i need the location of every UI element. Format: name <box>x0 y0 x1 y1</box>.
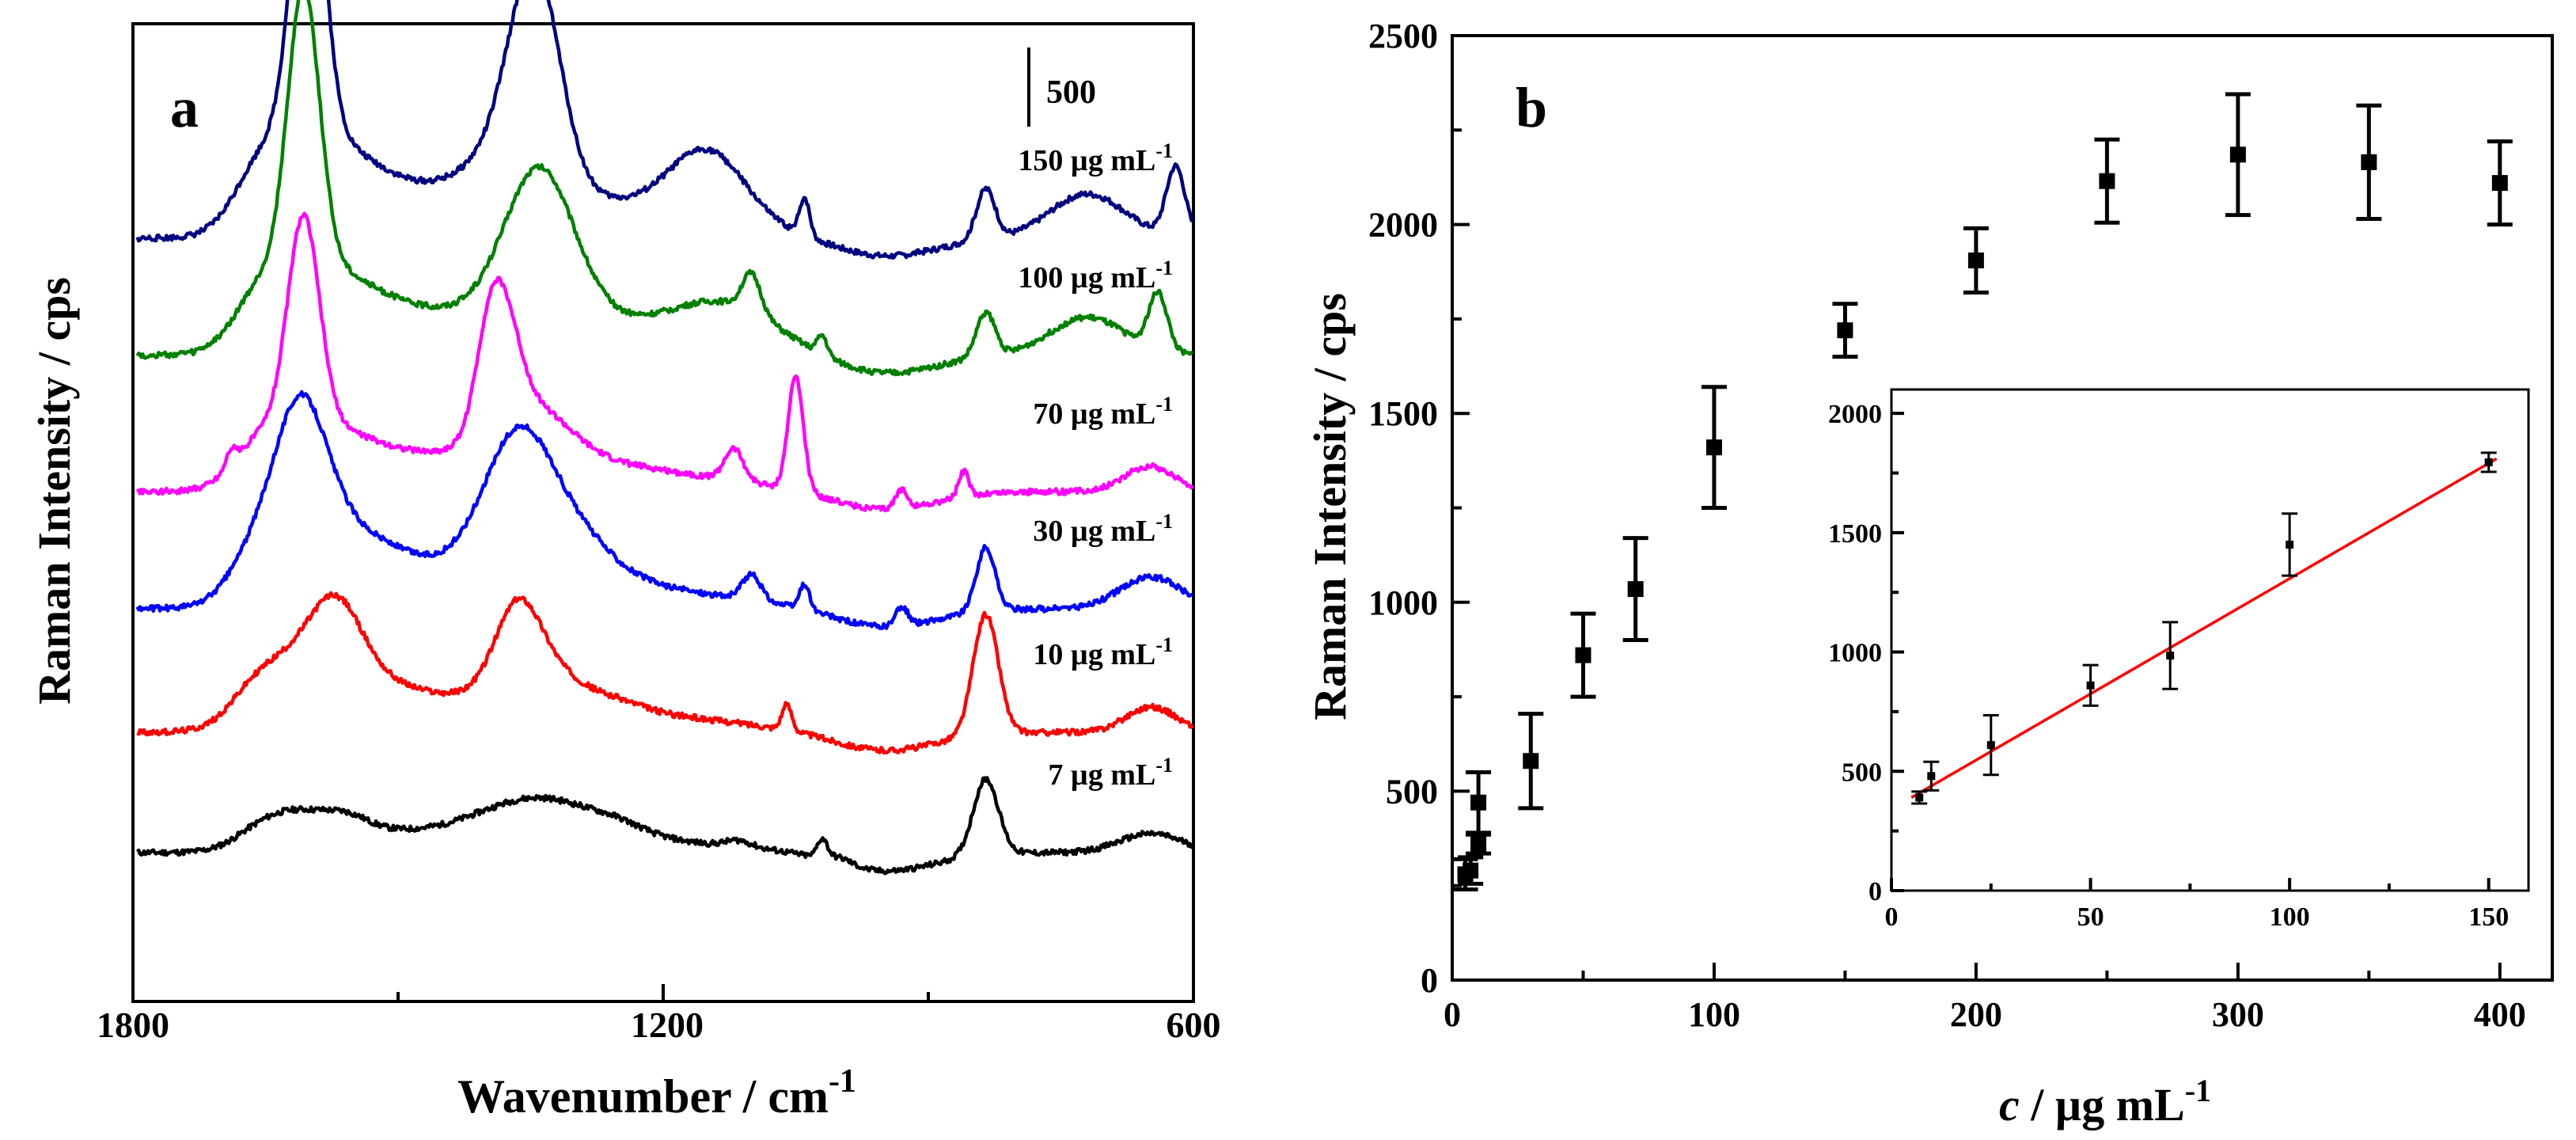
panel-a-y-axis-title: Raman Intensity / cps <box>28 277 80 705</box>
panel-b-y-tick-label: 2500 <box>1368 17 1438 55</box>
trace-label: 150 µg mL-1 <box>1018 139 1173 177</box>
panel-b-frame <box>1451 34 2554 982</box>
data-point <box>2487 139 2513 227</box>
panel-a-x-tick-label-600: 600 <box>1167 1005 1221 1045</box>
panel-a-x-axis-title-sup: -1 <box>829 1063 856 1100</box>
inset-y-tick-label: 0 <box>1868 877 1882 906</box>
data-point <box>1466 770 1492 835</box>
data-point <box>1832 302 1858 359</box>
panel-label-a: a <box>170 76 199 139</box>
inset-x-tick-label: 150 <box>2468 902 2509 932</box>
panel-b-y-tick-label: 500 <box>1386 772 1438 811</box>
panel-b-x-axis-title: c / µg mL-1 <box>1999 1073 2211 1130</box>
data-point <box>1701 385 1727 510</box>
inset-y-tick-label: 2000 <box>1828 400 1882 429</box>
trace-label: 30 µg mL-1 <box>1033 510 1173 548</box>
inset-data-point <box>2162 621 2179 690</box>
inset-x-tick-label: 50 <box>2077 902 2104 932</box>
data-point <box>1466 832 1492 856</box>
spectrum-trace <box>135 776 1193 876</box>
spectra-group <box>135 0 1194 876</box>
scale-bar-label: 500 <box>1046 74 1096 111</box>
inset-points <box>1911 451 2497 805</box>
panel-b-x-tick-label: 100 <box>1688 995 1740 1034</box>
data-point <box>1622 536 1648 643</box>
panel-b-y-axis-title: Raman Intensity / cps <box>1304 293 1356 720</box>
panel-b-y-tick-label: 1500 <box>1368 394 1438 433</box>
inset-data-point <box>1982 713 1999 777</box>
trace-labels: 7 µg mL-1 10 µg mL-1 30 µg mL-1 70 µg mL-1 1… <box>1018 139 1173 792</box>
inset-data-point <box>1923 760 1940 792</box>
panel-a-x-axis-title: Wavenumber / cm-1 <box>457 1063 856 1123</box>
spectrum-trace <box>136 591 1194 755</box>
spectrum-trace <box>135 390 1193 630</box>
inset-data-point <box>2082 663 2099 707</box>
spectrum-trace <box>135 0 1194 260</box>
inset-data-point <box>2480 451 2497 473</box>
spectrum-trace <box>135 0 1194 377</box>
trace-label: 7 µg mL-1 <box>1048 754 1173 792</box>
panel-b-y-tick-label: 2000 <box>1368 206 1438 245</box>
panel-b-points <box>1452 92 2513 891</box>
inset-frame <box>1890 388 2530 892</box>
inset-x-tick-label: 100 <box>2270 902 2310 932</box>
inset-data-point <box>1911 790 1928 805</box>
panel-b-x-tick-label: 300 <box>2212 995 2264 1034</box>
panel-b-y-tick-label: 1000 <box>1368 583 1438 622</box>
panel-b-x-tick-label: 400 <box>2474 995 2526 1034</box>
panel-a-x-tick-label-1200: 1200 <box>631 1005 704 1045</box>
panel-b-x-axis-title-sup: -1 <box>2185 1073 2211 1108</box>
panel-b-x-tick-label: 0 <box>1444 995 1461 1034</box>
panel-a-x-tick-label-1800: 1800 <box>97 1005 169 1045</box>
panel-b-y-tick-label: 0 <box>1421 961 1438 1000</box>
panel-a-ticks <box>131 984 1195 1001</box>
inset-fit-line <box>1910 457 2498 799</box>
data-point <box>1458 855 1484 886</box>
data-point <box>1963 226 1989 294</box>
data-point <box>2225 92 2251 218</box>
inset-y-tick-label: 500 <box>1842 758 1882 787</box>
trace-label: 100 µg mL-1 <box>1018 256 1173 294</box>
panel-label-b: b <box>1516 76 1547 139</box>
data-point <box>1518 712 1544 811</box>
panel-b-x-axis-title-main: / µg mL <box>2020 1079 2185 1130</box>
inset-y-tick-label: 1000 <box>1828 639 1882 668</box>
inset-data-point <box>2282 512 2298 577</box>
trace-label: 70 µg mL-1 <box>1033 393 1173 431</box>
data-point <box>1570 611 1596 699</box>
trace-label: 10 µg mL-1 <box>1033 633 1173 671</box>
data-point <box>2094 137 2120 225</box>
data-point <box>2356 103 2382 221</box>
panel-a-spectra: 7 µg mL-1 10 µg mL-1 30 µg mL-1 70 µg mL-1 1… <box>28 0 1221 1123</box>
spectrum-trace <box>135 211 1194 513</box>
inset-x-tick-label: 0 <box>1885 902 1899 932</box>
panel-b-x-tick-label: 200 <box>1950 995 2002 1034</box>
panel-b-x-axis-title-var: c <box>1999 1079 2020 1130</box>
panel-a-x-axis-title-main: Wavenumber / cm <box>457 1070 829 1123</box>
inset-y-tick-label: 1500 <box>1828 519 1882 549</box>
